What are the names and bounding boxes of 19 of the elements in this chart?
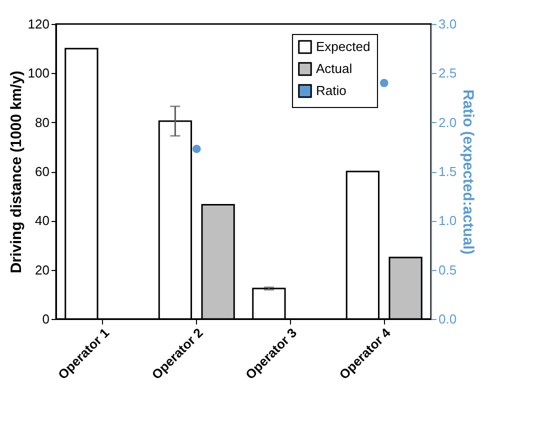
y2-tick-label: 1.5 xyxy=(438,164,457,179)
y2-tick-label: 2.5 xyxy=(438,66,457,81)
y2-tick-label: 0.5 xyxy=(438,262,457,278)
y-tick-label: 120 xyxy=(28,16,50,32)
y-tick-label: 40 xyxy=(35,213,50,228)
y-tick-label: 100 xyxy=(28,66,50,81)
legend-label: Expected xyxy=(316,39,370,54)
y-axis-title: Driving distance (1000 km/y) xyxy=(8,70,25,274)
y-tick-label: 80 xyxy=(35,114,50,130)
y2-tick-label: 0.0 xyxy=(438,312,457,326)
y2-axis-title: Ratio (expected:actual) xyxy=(460,89,477,255)
y2-tick-label: 3.0 xyxy=(438,16,457,32)
y-tick-label: 60 xyxy=(35,164,50,179)
y2-tick-label: 2.0 xyxy=(438,114,457,130)
y2-tick-label: 1.0 xyxy=(438,213,457,228)
y-tick-label: 0 xyxy=(42,312,50,326)
legend-label: Actual xyxy=(316,61,352,76)
y-tick-label: 20 xyxy=(35,262,50,278)
legend-label: Ratio xyxy=(316,83,346,98)
